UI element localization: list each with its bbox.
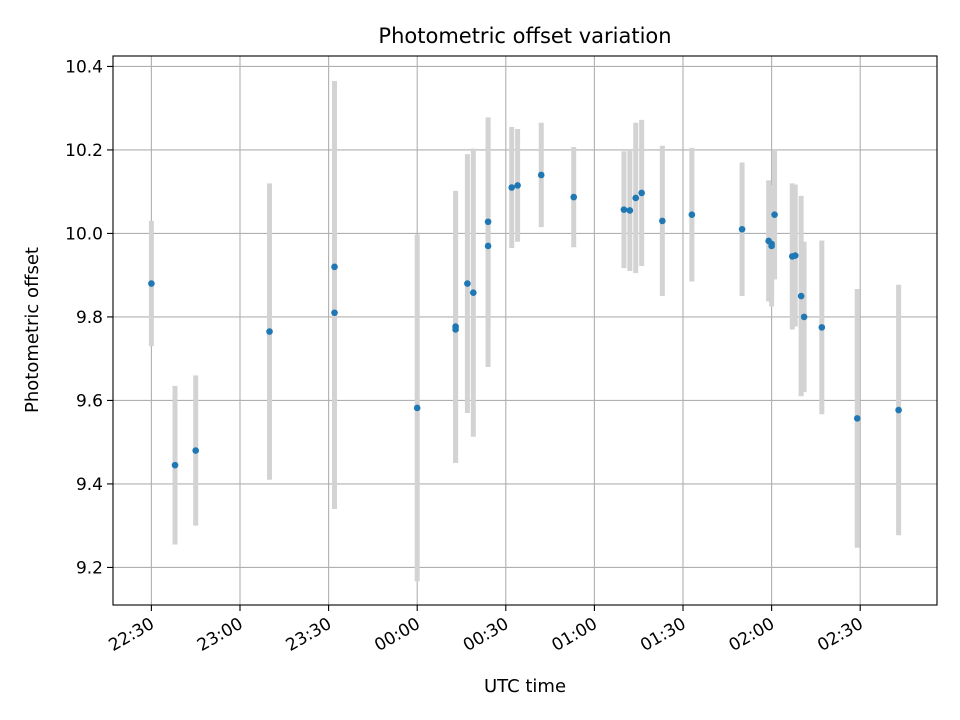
y-tick-label: 9.4 xyxy=(76,475,103,495)
data-point xyxy=(632,194,640,202)
data-point xyxy=(791,252,799,259)
data-point xyxy=(470,289,477,297)
data-point xyxy=(853,415,861,422)
data-point xyxy=(768,240,775,248)
data-point xyxy=(171,461,179,469)
data-point xyxy=(331,263,338,271)
y-axis-label: Photometric offset xyxy=(22,247,43,413)
plot-area xyxy=(113,56,937,605)
data-point xyxy=(464,280,471,287)
data-point xyxy=(638,189,645,197)
data-point xyxy=(148,280,155,287)
data-point xyxy=(537,171,545,179)
grid xyxy=(113,56,937,605)
x-axis-label: UTC time xyxy=(484,676,566,697)
data-point xyxy=(413,404,421,412)
data-point xyxy=(266,328,273,335)
data-point xyxy=(626,207,634,214)
data-point xyxy=(452,326,459,333)
data-point xyxy=(514,182,521,189)
data-point xyxy=(484,242,492,250)
data-point xyxy=(570,193,578,201)
data-point xyxy=(738,225,746,233)
data-point xyxy=(331,309,338,317)
data-point xyxy=(771,211,778,218)
y-tick-label: 10.2 xyxy=(65,141,103,161)
data-point xyxy=(818,324,826,331)
data-point xyxy=(895,406,902,414)
data-points xyxy=(148,171,902,469)
data-point xyxy=(797,292,805,300)
data-point xyxy=(620,206,628,213)
chart-title: Photometric offset variation xyxy=(378,24,671,48)
data-point xyxy=(688,211,696,218)
data-point xyxy=(508,184,516,191)
y-tick-label: 9.6 xyxy=(76,391,103,411)
data-point xyxy=(484,218,492,226)
y-tick-label: 9.2 xyxy=(76,558,103,578)
data-point xyxy=(192,447,199,454)
data-point xyxy=(800,313,808,321)
y-tick-label: 10.4 xyxy=(65,57,103,77)
y-axis-ticks: 9.2 9.4 9.6 9.8 10.0 10.2 10.4 xyxy=(65,57,113,578)
y-tick-label: 9.8 xyxy=(76,308,103,328)
data-point xyxy=(659,217,666,225)
plot-frame xyxy=(112,55,938,606)
y-tick-label: 10.0 xyxy=(65,224,103,244)
